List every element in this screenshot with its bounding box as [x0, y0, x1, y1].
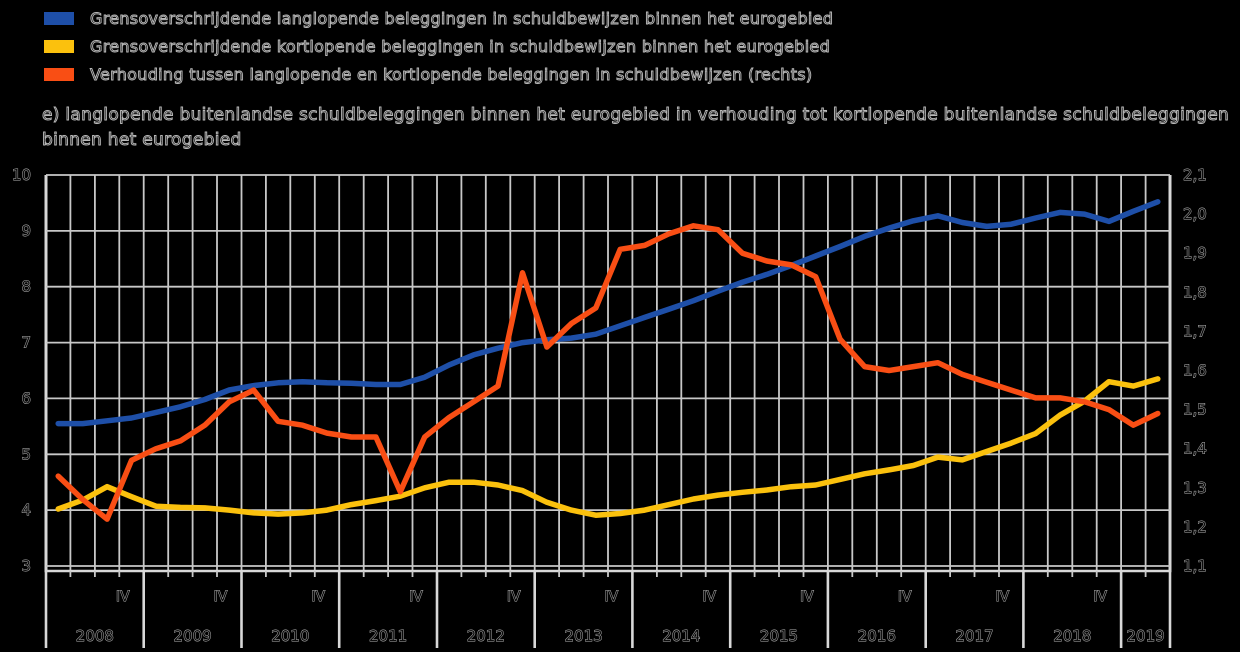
quarter-iv-label: IV: [800, 589, 814, 605]
quarter-iv-label: IV: [409, 589, 423, 605]
left-axis-tick-label: 3: [21, 557, 31, 575]
legend-label-langlopend: Grensoverschrijdende langlopende beleggi…: [90, 8, 834, 28]
year-label: 2015: [760, 627, 798, 645]
left-axis-tick-label: 7: [21, 334, 31, 352]
left-axis-tick-label: 6: [21, 389, 31, 407]
left-axis-tick-label: 9: [21, 222, 31, 240]
line-kortlopende-beleggingen: [55, 376, 1161, 518]
chart-legend: Grensoverschrijdende langlopende beleggi…: [44, 4, 833, 88]
right-axis-tick-label: 1,1: [1183, 557, 1207, 575]
chart-title: e) langlopende buitenlandse schuldbelegg…: [42, 105, 1230, 151]
left-axis-tick-label: 10: [12, 166, 31, 184]
legend-label-kortlopend: Grensoverschrijdende kortlopende beleggi…: [90, 36, 831, 56]
line-verhouding-ratio: [55, 223, 1161, 522]
year-label: 2012: [467, 627, 505, 645]
year-label: 2008: [76, 627, 114, 645]
quarter-iv-label: IV: [214, 589, 228, 605]
right-axis-tick-label: 2,0: [1183, 205, 1207, 223]
year-label: 2009: [174, 627, 212, 645]
year-label: 2011: [369, 627, 407, 645]
year-label: 2017: [955, 627, 993, 645]
right-axis-tick-label: 1,4: [1183, 440, 1207, 458]
year-label: 2014: [662, 627, 700, 645]
right-axis-tick-label: 1,8: [1183, 283, 1207, 301]
left-axis-tick-label: 4: [21, 501, 31, 519]
legend-item-kortlopend: Grensoverschrijdende kortlopende beleggi…: [44, 32, 833, 60]
quarter-iv-label: IV: [605, 589, 619, 605]
legend-swatch-yellow: [44, 39, 74, 53]
quarter-iv-label: IV: [898, 589, 912, 605]
quarter-iv-label: IV: [996, 589, 1010, 605]
year-label: 2010: [271, 627, 309, 645]
quarter-iv-label: IV: [507, 589, 521, 605]
quarter-iv-label: IV: [311, 589, 325, 605]
year-label: 2013: [565, 627, 603, 645]
right-axis-tick-label: 1,3: [1183, 479, 1207, 497]
left-axis-tick-label: 5: [21, 445, 31, 463]
legend-item-langlopend: Grensoverschrijdende langlopende beleggi…: [44, 4, 833, 32]
right-axis-tick-label: 1,7: [1183, 322, 1207, 340]
left-axis-tick-label: 8: [21, 278, 31, 296]
right-axis-tick-label: 1,2: [1183, 518, 1207, 536]
legend-swatch-orange: [44, 67, 74, 81]
legend-label-verhouding: Verhouding tussen langlopende en kortlop…: [90, 64, 813, 84]
year-label: 2019: [1127, 627, 1165, 645]
legend-swatch-blue: [44, 11, 74, 25]
line-langlopende-beleggingen: [55, 199, 1161, 427]
legend-item-verhouding: Verhouding tussen langlopende en kortlop…: [44, 60, 833, 88]
quarter-iv-label: IV: [702, 589, 716, 605]
quarter-iv-label: IV: [116, 589, 130, 605]
right-axis-tick-label: 1,9: [1183, 244, 1207, 262]
right-axis-tick-label: 1,5: [1183, 401, 1207, 419]
right-axis-tick-label: 2,1: [1183, 166, 1207, 184]
year-label: 2016: [858, 627, 896, 645]
quarter-iv-label: IV: [1093, 589, 1107, 605]
right-axis-tick-label: 1,6: [1183, 362, 1207, 380]
year-label: 2018: [1053, 627, 1091, 645]
